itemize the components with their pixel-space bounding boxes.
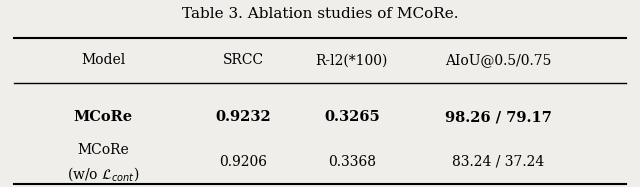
Text: 0.3368: 0.3368	[328, 155, 376, 169]
Text: 0.9232: 0.9232	[216, 111, 271, 125]
Text: 98.26 / 79.17: 98.26 / 79.17	[445, 111, 552, 125]
Text: Table 3. Ablation studies of MCoRe.: Table 3. Ablation studies of MCoRe.	[182, 7, 458, 21]
Text: 83.24 / 37.24: 83.24 / 37.24	[452, 155, 545, 169]
Text: (w/o $\mathcal{L}_{cont}$): (w/o $\mathcal{L}_{cont}$)	[67, 165, 140, 183]
Text: 0.3265: 0.3265	[324, 111, 380, 125]
Text: 0.9206: 0.9206	[220, 155, 268, 169]
Text: MCoRe: MCoRe	[74, 111, 133, 125]
Text: MCoRe: MCoRe	[77, 143, 129, 157]
Text: R-l2(*100): R-l2(*100)	[316, 53, 388, 67]
Text: AIoU@0.5/0.75: AIoU@0.5/0.75	[445, 53, 552, 67]
Text: Model: Model	[81, 53, 125, 67]
Text: SRCC: SRCC	[223, 53, 264, 67]
